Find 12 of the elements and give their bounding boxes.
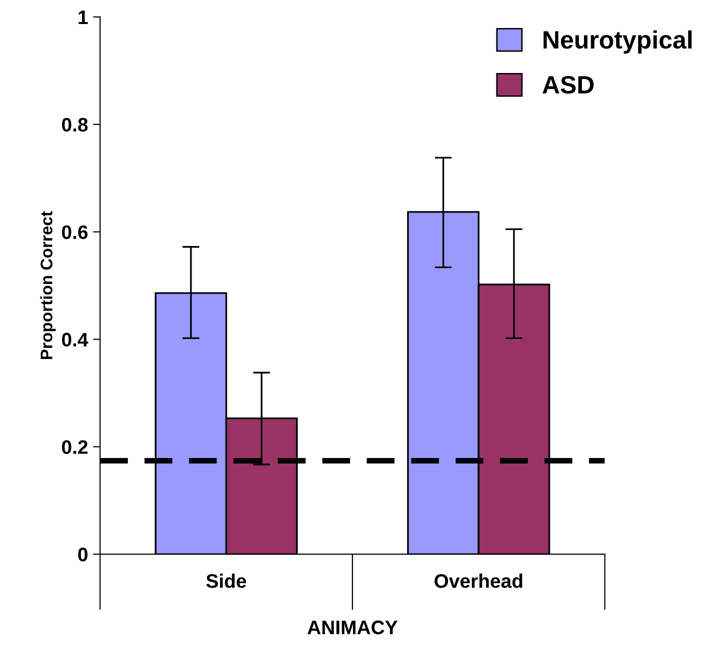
x-tick-label: Side: [206, 574, 246, 588]
legend-label: ASD: [542, 76, 594, 94]
x-axis-title: ANIMACY: [308, 620, 398, 634]
y-tick-label: 1: [78, 10, 88, 24]
y-tick-label: 0.4: [62, 332, 88, 347]
y-axis-title: Proportion Correct: [40, 211, 56, 359]
y-tick-label: 0.2: [62, 440, 88, 454]
x-tick-label: Overhead: [434, 574, 522, 588]
y-tick-label: 0.6: [62, 225, 88, 240]
legend-label: Neurotypical: [544, 30, 692, 54]
y-tick-label: 0: [78, 548, 88, 562]
y-tick-label: 0.8: [62, 118, 88, 132]
